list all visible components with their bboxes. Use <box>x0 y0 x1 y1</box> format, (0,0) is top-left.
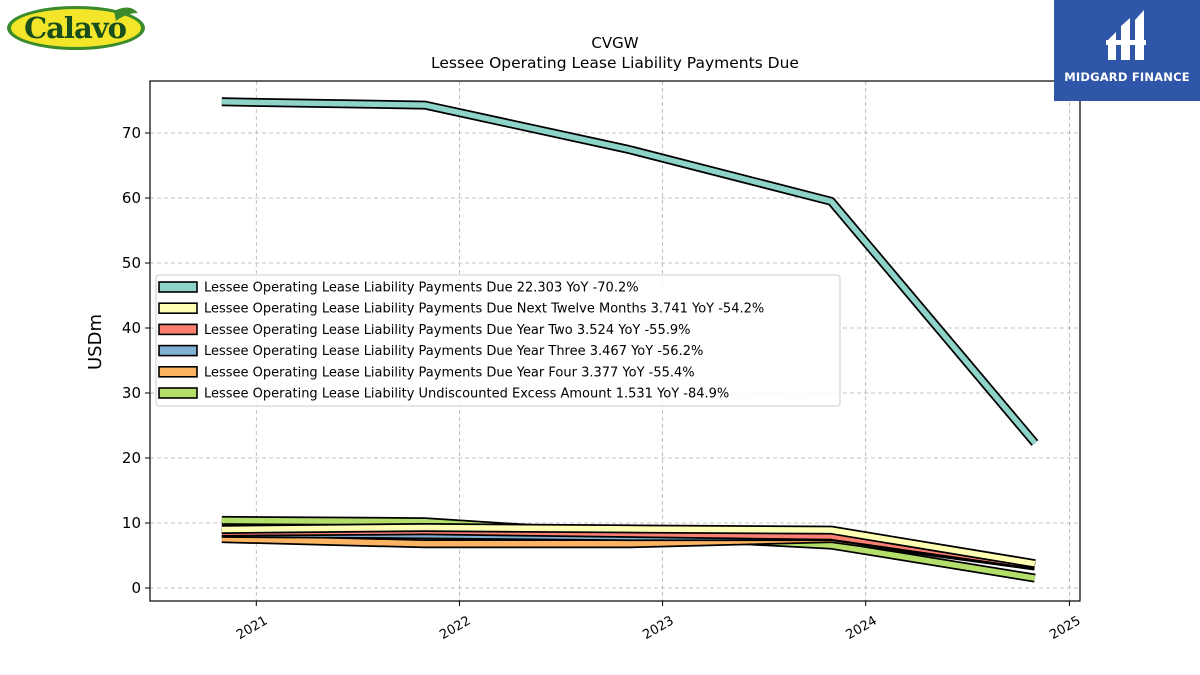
y-tick-label: 20 <box>122 449 141 467</box>
midgard-finance-logo: MIDGARD FINANCE <box>1054 0 1200 101</box>
y-tick-label: 60 <box>122 189 141 207</box>
midgard-brand-text: MIDGARD FINANCE <box>1064 70 1190 84</box>
calavo-logo: Calavo <box>6 5 146 51</box>
legend-frame <box>155 274 841 407</box>
legend-swatch <box>158 387 198 399</box>
y-tick-label: 0 <box>131 579 141 597</box>
x-tick-label: 2023 <box>640 613 676 643</box>
y-tick-label: 10 <box>122 514 141 532</box>
midgard-mark-icon <box>1106 10 1146 60</box>
calavo-logo-text: Calavo <box>24 11 127 45</box>
legend-entry-label: Lessee Operating Lease Liability Payment… <box>204 323 690 338</box>
legend-entry-label: Lessee Operating Lease Liability Undisco… <box>204 387 729 402</box>
y-tick-label: 70 <box>122 124 141 142</box>
y-tick-label: 40 <box>122 319 141 337</box>
x-tick-label: 2021 <box>234 613 270 643</box>
x-tick-label: 2022 <box>437 613 473 643</box>
plot-frame <box>149 80 1081 602</box>
legend-swatch <box>158 281 198 293</box>
y-tick-label: 30 <box>122 384 141 402</box>
legend: Lessee Operating Lease Liability Payment… <box>155 274 841 407</box>
x-axis-ticks: 2021 2022 2023 2024 2025 <box>234 601 1083 643</box>
legend-swatch <box>158 344 198 357</box>
y-axis-ticks: 0 10 20 30 40 50 60 70 <box>122 124 150 597</box>
legend-entry-label: Lessee Operating Lease Liability Payment… <box>204 302 764 317</box>
legend-swatch <box>158 365 198 378</box>
legend-entry-label: Lessee Operating Lease Liability Payment… <box>204 281 639 296</box>
series-lines <box>221 97 1039 583</box>
x-tick-label: 2025 <box>1047 613 1083 643</box>
legend-entry-label: Lessee Operating Lease Liability Payment… <box>204 365 695 380</box>
legend-swatch <box>158 323 198 336</box>
y-tick-label: 50 <box>122 254 141 272</box>
x-tick-label: 2024 <box>844 613 880 643</box>
series-line <box>221 99 1038 445</box>
y-axis-label: USDm <box>85 314 106 370</box>
series-line <box>221 524 1036 567</box>
chart-subtitle: Lessee Operating Lease Liability Payment… <box>431 54 799 72</box>
legend-swatch <box>158 302 198 315</box>
legend-entry-label: Lessee Operating Lease Liability Payment… <box>204 344 703 359</box>
chart-title: CVGW <box>591 34 638 52</box>
